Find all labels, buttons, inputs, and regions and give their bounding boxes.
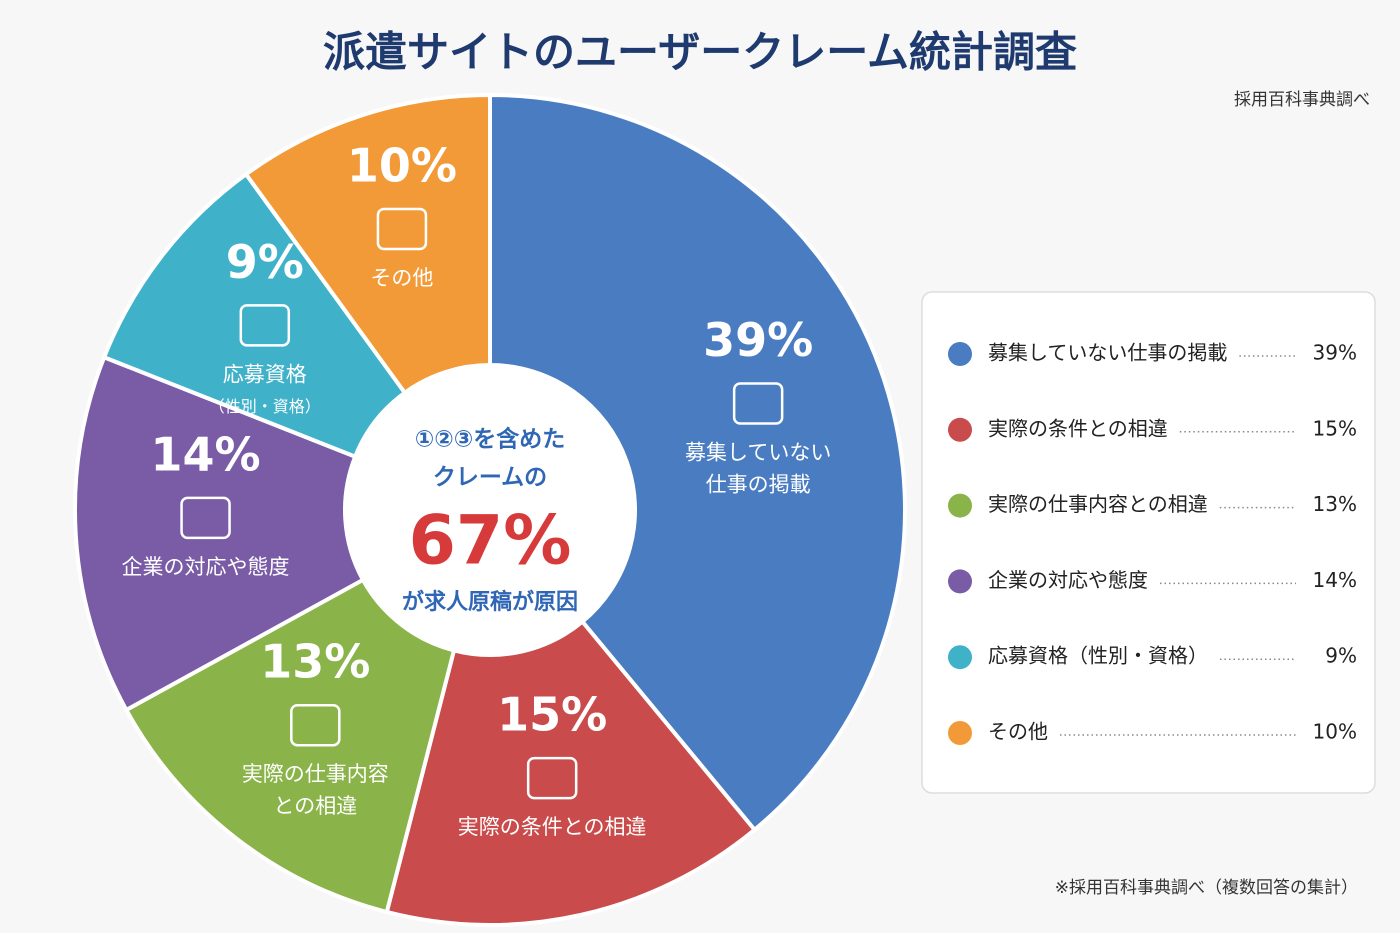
legend-label: 実際の仕事内容との相違 bbox=[988, 492, 1208, 516]
slice-value-label: 10% bbox=[347, 138, 457, 192]
slice-label: 実際の条件との相違 bbox=[458, 815, 647, 839]
legend-value: 39% bbox=[1313, 341, 1357, 365]
slice-icon bbox=[180, 496, 231, 540]
center-value: 67% bbox=[409, 502, 572, 581]
pie-slice bbox=[384, 618, 758, 927]
chart-title: 派遣サイトのユーザークレーム統計調査 bbox=[323, 28, 1077, 77]
source: 採用百科事典調べ bbox=[1234, 90, 1370, 110]
slice-value-label: 39% bbox=[703, 313, 813, 367]
slice-label: 応募資格 bbox=[223, 362, 307, 386]
footnote: ※採用百科事典調べ（複数回答の集計） bbox=[1055, 878, 1358, 898]
legend-dot bbox=[948, 721, 972, 745]
center-text: クレームの bbox=[433, 465, 547, 491]
legend-dot bbox=[948, 569, 972, 594]
legend-dot bbox=[948, 417, 972, 442]
legend-label: 実際の条件との相違 bbox=[988, 416, 1168, 440]
slice-icon bbox=[239, 304, 291, 347]
slice-label: との相違 bbox=[273, 794, 357, 818]
slice-icon bbox=[376, 207, 428, 251]
pie-slice bbox=[73, 354, 366, 713]
legend-label: 募集していない仕事の掲載 bbox=[988, 341, 1227, 365]
slice-label: 仕事の掲載 bbox=[706, 472, 811, 496]
slice-icon bbox=[526, 756, 578, 800]
slice-value-label: 9% bbox=[226, 235, 304, 289]
legend-dot bbox=[948, 645, 972, 670]
center-text: ①②③を含めた bbox=[415, 426, 565, 453]
slice-value-label: 14% bbox=[151, 427, 261, 481]
center-text: が求人原稿が原因 bbox=[402, 589, 578, 615]
legend-label: 企業の対応や態度 bbox=[988, 568, 1148, 592]
legend-value: 15% bbox=[1313, 416, 1357, 440]
legend-value: 14% bbox=[1313, 568, 1357, 592]
pie-slice bbox=[488, 92, 907, 833]
legend-dot bbox=[948, 342, 972, 366]
legend-value: 10% bbox=[1313, 720, 1357, 744]
legend-label: その他 bbox=[988, 720, 1048, 744]
legend-value: 13% bbox=[1313, 492, 1357, 516]
pie-slice bbox=[123, 577, 457, 915]
legend-value: 9% bbox=[1325, 644, 1357, 668]
slice-label: （性別・資格） bbox=[209, 397, 321, 416]
legend-label: 応募資格（性別・資格） bbox=[988, 644, 1208, 668]
slice-label: 募集していない bbox=[685, 440, 831, 464]
pie-slice bbox=[101, 171, 408, 460]
slice-value-label: 15% bbox=[497, 688, 607, 742]
legend-box bbox=[921, 291, 1376, 794]
legend-dot bbox=[948, 493, 972, 518]
slice-label: 企業の対応や態度 bbox=[122, 555, 290, 579]
center-circle bbox=[347, 367, 633, 653]
slice-value-label: 13% bbox=[260, 635, 370, 689]
slice-icon bbox=[290, 703, 341, 747]
slice-icon bbox=[732, 382, 784, 425]
pie-slice bbox=[243, 92, 492, 396]
slice-label: 実際の仕事内容 bbox=[242, 762, 389, 786]
slice-label: その他 bbox=[370, 266, 433, 290]
